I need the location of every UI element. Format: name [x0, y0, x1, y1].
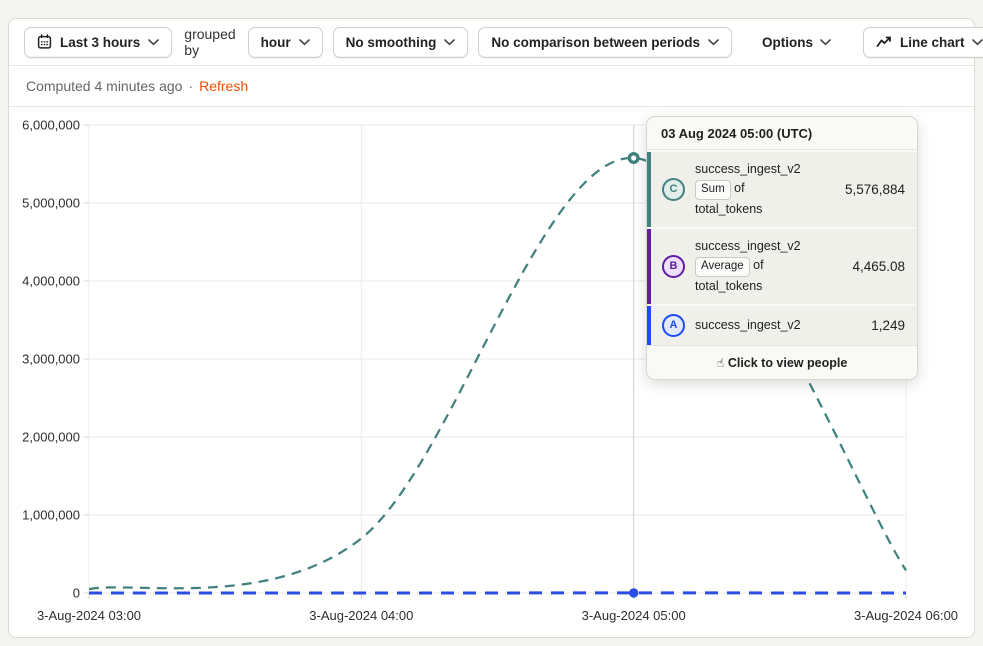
- chevron-down-icon: [148, 38, 160, 46]
- tooltip-row-A: A success_ingest_v2 1,249: [647, 305, 917, 345]
- y-tick-label: 3,000,000: [22, 352, 80, 367]
- chevron-down-icon: [820, 38, 831, 46]
- pointer-icon: ☝: [716, 355, 725, 370]
- interval-label: hour: [260, 34, 291, 50]
- aggregation-chip: Average: [695, 256, 750, 277]
- series-label: success_ingest_v2 Sum of total_tokens: [695, 160, 837, 219]
- series-line-C: [88, 156, 907, 591]
- chevron-down-icon: [708, 38, 719, 46]
- comparison-button[interactable]: No comparison between periods: [478, 26, 732, 58]
- y-tick-label: 4,000,000: [22, 274, 80, 289]
- interval-button[interactable]: hour: [247, 26, 323, 58]
- smoothing-button[interactable]: No smoothing: [332, 26, 469, 58]
- y-tick-label: 2,000,000: [22, 430, 80, 445]
- series-label: success_ingest_v2 Average of total_token…: [695, 237, 844, 296]
- hover-point-A: [628, 588, 639, 598]
- x-tick-label: 3-Aug-2024 03:00: [37, 608, 141, 623]
- series-color-bar: [647, 228, 651, 304]
- refresh-link[interactable]: Refresh: [199, 78, 249, 94]
- x-tick-label: 3-Aug-2024 06:00: [854, 608, 958, 623]
- series-name: success_ingest_v2: [695, 238, 801, 253]
- x-tick-label: 3-Aug-2024 04:00: [309, 608, 413, 623]
- chart-toolbar: Last 3 hours grouped by hour No smoothin…: [9, 19, 983, 66]
- chevron-down-icon: [444, 38, 456, 46]
- series-badge-A: A: [662, 313, 685, 337]
- y-tick-label: 5,000,000: [22, 196, 80, 211]
- date-range-button[interactable]: Last 3 hours: [24, 26, 173, 58]
- chart-type-label: Line chart: [899, 34, 965, 50]
- series-value: 4,465.08: [852, 258, 905, 274]
- status-separator: ·: [188, 78, 194, 94]
- insight-card: Last 3 hours grouped by hour No smoothin…: [8, 18, 983, 638]
- of-text: of: [734, 180, 745, 195]
- chart-type-button[interactable]: Line chart: [862, 26, 983, 58]
- series-label: success_ingest_v2: [695, 316, 863, 335]
- grouped-by-label: grouped by: [184, 26, 236, 58]
- series-name: success_ingest_v2: [695, 162, 801, 176]
- computed-status-row: Computed 4 minutes ago · Refresh: [9, 66, 974, 107]
- computed-text: Computed 4 minutes ago: [26, 78, 183, 94]
- options-button[interactable]: Options: [756, 27, 837, 58]
- chevron-down-icon: [972, 38, 983, 46]
- series-badge-C: C: [662, 177, 685, 201]
- of-text: of: [753, 257, 764, 272]
- tooltip-row-C: C success_ingest_v2 Sum of total_tokens …: [647, 152, 917, 227]
- hover-point-C: [627, 152, 640, 165]
- calendar-icon: [37, 34, 52, 50]
- tooltip-row-B: B success_ingest_v2 Average of total_tok…: [647, 228, 917, 304]
- y-tick-label: 1,000,000: [22, 508, 80, 523]
- comparison-label: No comparison between periods: [491, 34, 700, 50]
- y-tick-label: 0: [73, 586, 80, 601]
- tooltip-title: 03 Aug 2024 05:00 (UTC): [647, 117, 917, 150]
- line-chart-icon: [876, 36, 892, 48]
- series-name: success_ingest_v2: [695, 317, 801, 332]
- chevron-down-icon: [298, 38, 310, 46]
- series-property: total_tokens: [695, 278, 763, 293]
- date-range-label: Last 3 hours: [60, 34, 141, 50]
- smoothing-label: No smoothing: [345, 34, 437, 50]
- series-color-bar: [647, 152, 651, 227]
- aggregation-chip: Sum: [695, 179, 731, 200]
- click-to-view-people: ☝ Click to view people: [647, 344, 917, 379]
- chart-tooltip: 03 Aug 2024 05:00 (UTC) C success_ingest…: [646, 116, 918, 380]
- y-tick-label: 6,000,000: [22, 118, 80, 133]
- x-tick-label: 3-Aug-2024 05:00: [582, 608, 686, 623]
- series-badge-B: B: [662, 254, 685, 278]
- series-property: total_tokens: [695, 202, 763, 216]
- options-label: Options: [761, 34, 813, 50]
- series-value: 1,249: [871, 317, 905, 333]
- series-value: 5,576,884: [844, 181, 905, 197]
- series-color-bar: [647, 305, 651, 345]
